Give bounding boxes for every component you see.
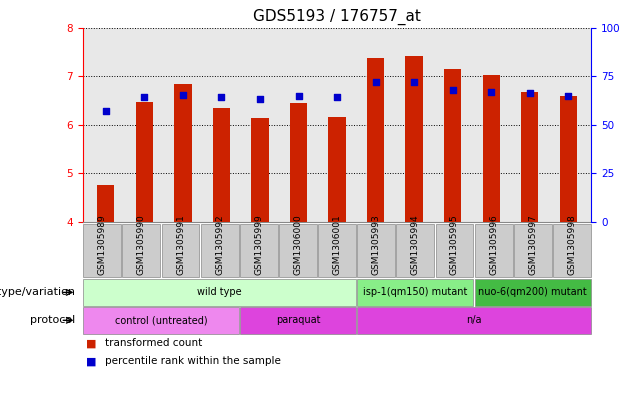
Bar [328,116,346,222]
Text: isp-1(qm150) mutant: isp-1(qm150) mutant [363,287,467,298]
Text: GSM1305990: GSM1305990 [137,214,146,275]
Text: nuo-6(qm200) mutant: nuo-6(qm200) mutant [478,287,587,298]
Text: protocol: protocol [30,315,75,325]
Text: percentile rank within the sample: percentile rank within the sample [105,356,281,366]
Point [525,90,535,96]
Bar [560,95,577,222]
Point [100,108,111,114]
Text: paraquat: paraquat [275,315,320,325]
Text: control (untreated): control (untreated) [114,315,207,325]
Bar [444,69,461,222]
Text: GSM1305991: GSM1305991 [176,214,185,275]
Bar [406,56,423,222]
Bar [483,75,500,222]
Text: GSM1305997: GSM1305997 [529,214,537,275]
Text: ■: ■ [86,338,97,349]
Point [332,94,342,100]
Text: GSM1305998: GSM1305998 [567,214,576,275]
Title: GDS5193 / 176757_at: GDS5193 / 176757_at [253,9,421,25]
Bar [251,118,268,222]
Text: transformed count: transformed count [105,338,202,349]
Point [448,86,458,93]
Point [216,94,226,100]
Bar [521,92,539,222]
Text: GSM1306000: GSM1306000 [293,214,303,275]
Text: n/a: n/a [466,315,482,325]
Bar [135,102,153,222]
Text: GSM1305992: GSM1305992 [215,215,224,275]
Bar [97,185,114,222]
Text: GSM1305993: GSM1305993 [371,214,381,275]
Text: GSM1305994: GSM1305994 [411,215,420,275]
Bar [213,108,230,222]
Text: GSM1305996: GSM1305996 [489,214,498,275]
Text: GSM1305995: GSM1305995 [450,214,459,275]
Bar [174,84,191,222]
Point [371,79,381,86]
Point [563,92,574,99]
Point [293,92,303,99]
Text: ■: ■ [86,356,97,366]
Text: GSM1305989: GSM1305989 [98,214,107,275]
Point [139,94,149,100]
Bar [290,103,307,222]
Point [255,96,265,103]
Point [178,92,188,98]
Point [486,89,496,95]
Text: GSM1306001: GSM1306001 [333,214,342,275]
Bar [367,58,384,222]
Text: genotype/variation: genotype/variation [0,287,75,298]
Text: GSM1305999: GSM1305999 [254,214,263,275]
Text: wild type: wild type [197,287,242,298]
Point [409,79,419,86]
